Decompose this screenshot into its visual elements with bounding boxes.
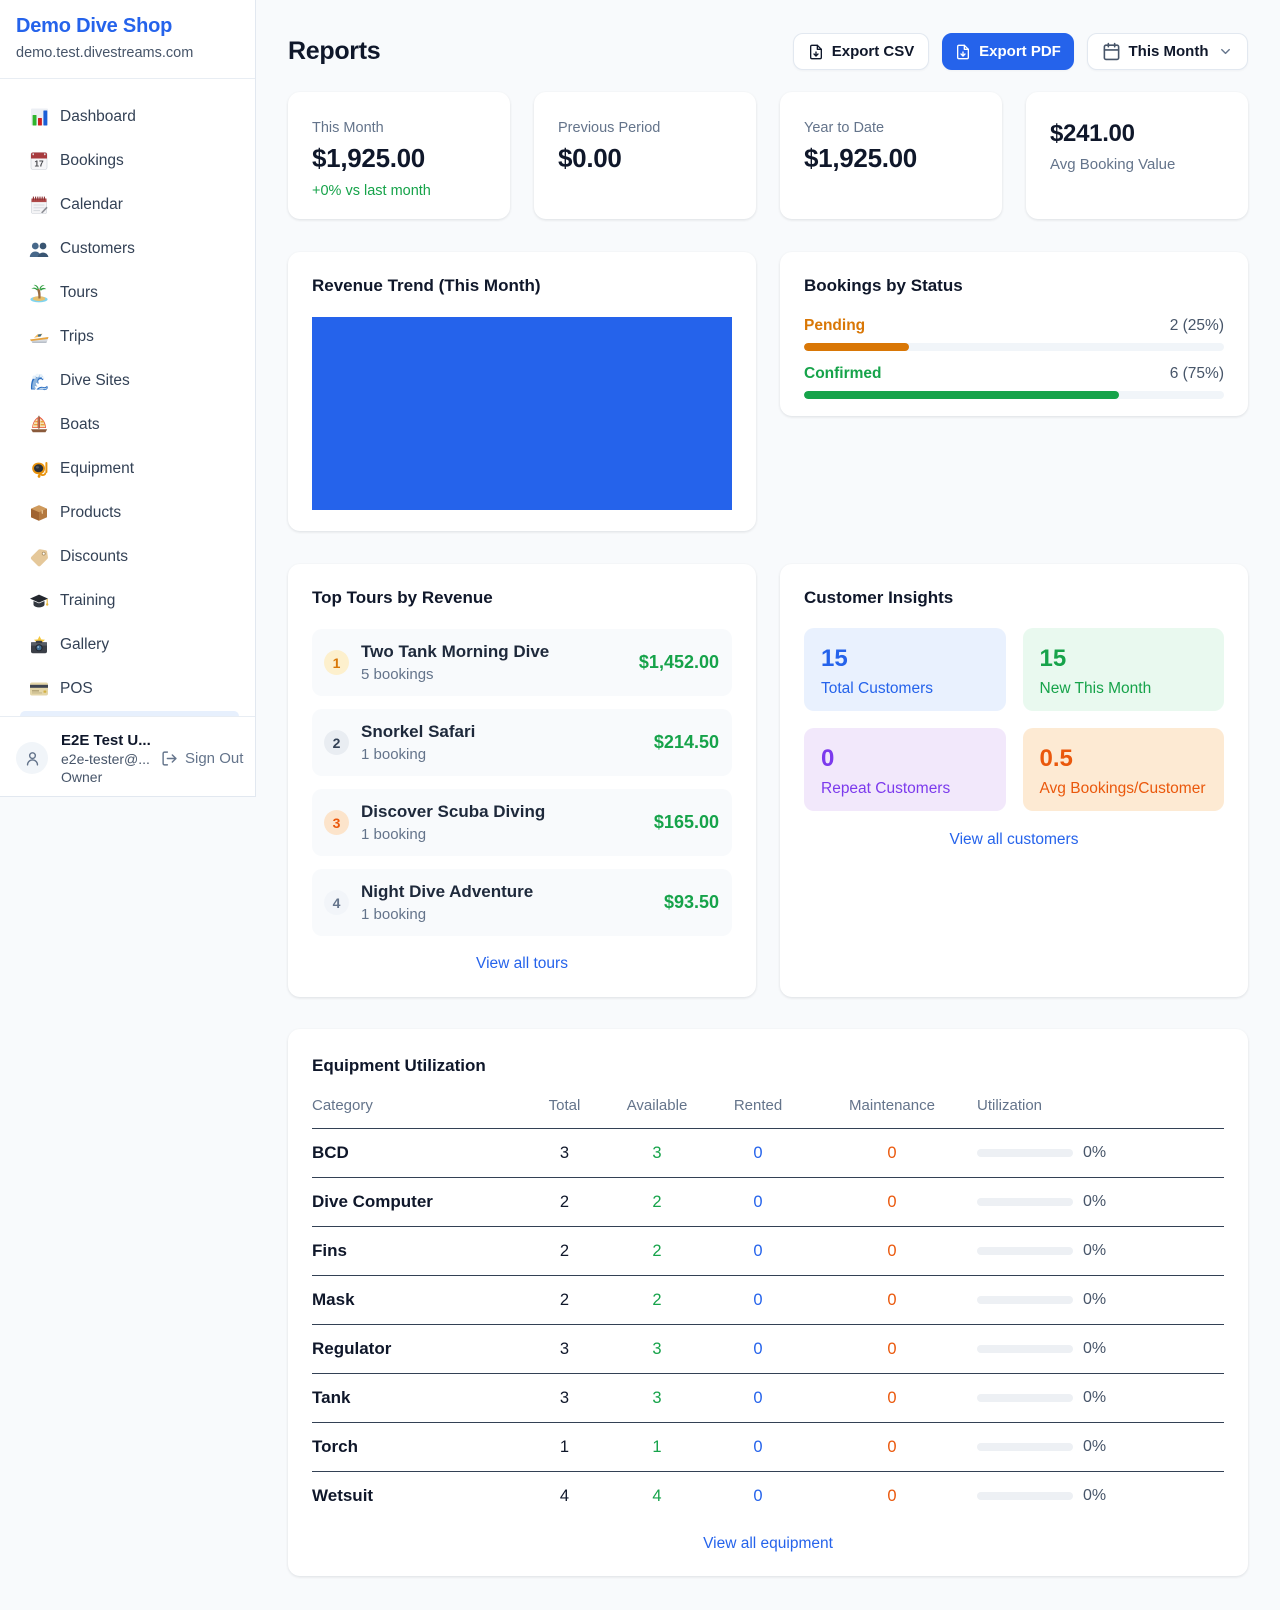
svg-text:17: 17 [34, 159, 44, 169]
